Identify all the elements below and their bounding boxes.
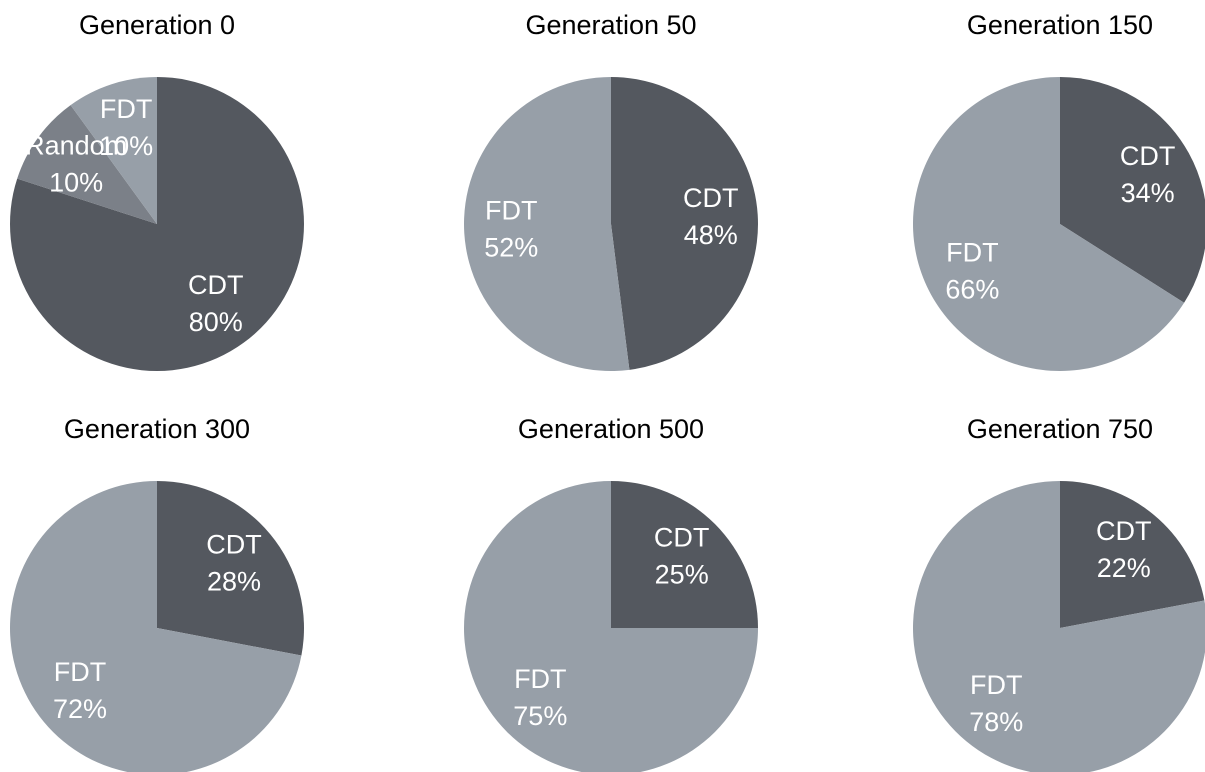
slice-category: CDT [188,270,244,300]
slice-value-label: 28% [207,566,261,596]
pie-slice [611,77,759,370]
pie-title: Generation 0 [79,10,235,40]
slice-category: FDT [54,657,106,687]
slice-value-label: 52% [484,232,538,262]
pie-title: Generation 300 [64,414,250,444]
slice-category: CDT [1096,516,1152,546]
pie-slice [10,481,302,772]
slice-value-label: 22% [1097,553,1151,583]
slice-category: FDT [485,195,537,225]
pie-slice [157,481,304,656]
pie-slice [464,76,630,371]
slice-category: CDT [1120,141,1176,171]
slice-category: FDT [970,670,1022,700]
pie-title: Generation 750 [967,414,1153,444]
slice-category: FDT [514,664,566,694]
slice-value-label: 10% [99,131,153,161]
pie-slice [1060,481,1205,628]
slice-category: Random [25,130,127,160]
pie-title: Generation 500 [518,414,704,444]
pie-slice [913,76,1185,371]
pie-title: Generation 50 [525,10,696,40]
slice-value-label: 78% [969,707,1023,737]
pie-slice [913,481,1205,772]
pie-slice [17,105,158,224]
slice-category: FDT [946,237,998,267]
slice-value-label: 75% [513,701,567,731]
slice-value-label: 25% [655,559,709,589]
slice-category: FDT [100,94,152,124]
pie-title: Generation 150 [967,10,1153,40]
slice-value-label: 10% [49,167,103,197]
slice-category: CDT [683,183,739,213]
pie-slice [611,481,758,628]
slice-category: CDT [206,529,262,559]
slice-value-label: 34% [1121,178,1175,208]
pie-slice [1060,77,1205,303]
slice-value-label: 72% [53,694,107,724]
slice-category: CDT [654,522,710,552]
slice-value-label: 66% [945,274,999,304]
pie-slice [70,77,157,224]
pie-slice [464,481,758,772]
slice-value-label: 48% [684,220,738,250]
pie-slice [10,77,305,371]
slice-value-label: 80% [189,307,243,337]
